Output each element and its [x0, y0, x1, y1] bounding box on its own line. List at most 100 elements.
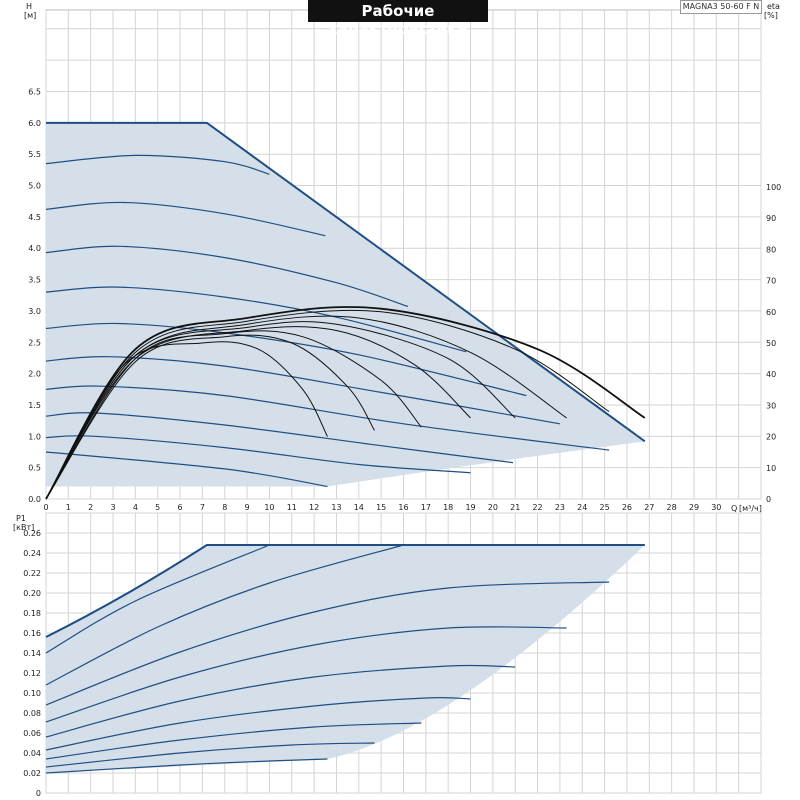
head-curve [45, 286, 467, 353]
x-tick-label: 4 [133, 503, 138, 512]
y-axis-label-h: H [26, 2, 33, 11]
x-tick-label: 22 [532, 503, 542, 512]
head-envelope-fill [46, 122, 645, 487]
y-tick-label: 0.14 [23, 649, 41, 658]
eta-curve [45, 326, 471, 500]
y-tick-label: 0.0 [28, 495, 41, 504]
y2-axis-unit-eta: [%] [764, 11, 778, 20]
power-curve [45, 742, 375, 768]
eta-curve [45, 321, 516, 500]
y-tick-label: 5.0 [28, 182, 41, 191]
power-curve [45, 626, 567, 723]
power-curves [45, 544, 610, 774]
x-axis-unit-q: [м³/ч] [739, 504, 762, 513]
y-tick-label: 0.24 [23, 549, 41, 558]
x-tick-label: 30 [711, 503, 721, 512]
y2-tick-label: 60 [766, 308, 776, 317]
x-tick-label: 20 [488, 503, 498, 512]
y-tick-label: 0.16 [23, 629, 41, 638]
chart-title: Рабочие характеристики [328, 2, 468, 38]
x-tick-label: 27 [644, 503, 654, 512]
x-tick-label: 19 [465, 503, 475, 512]
x-tick-label: 16 [398, 503, 408, 512]
y-tick-label: 1.0 [28, 432, 41, 441]
y-tick-label: 0.20 [23, 589, 41, 598]
y-tick-label: 5.5 [28, 150, 41, 159]
y2-tick-label: 0 [766, 495, 771, 504]
x-tick-label: 3 [110, 503, 115, 512]
x-tick-label: 8 [222, 503, 227, 512]
y-axis-unit-h: [м] [24, 11, 37, 20]
head-curves [45, 154, 646, 500]
y-axis-unit-p1: [кВт] [13, 523, 35, 532]
x-tick-label: 17 [421, 503, 431, 512]
power-curve [45, 697, 471, 751]
y-tick-label: 0.10 [23, 689, 41, 698]
x-tick-label: 6 [178, 503, 183, 512]
y-tick-label: 0.06 [23, 729, 41, 738]
y-tick-label: 6.5 [28, 88, 41, 97]
eta-curve [45, 330, 422, 500]
y-tick-label: 2.0 [28, 370, 41, 379]
x-tick-label: 21 [510, 503, 520, 512]
power-curve [45, 544, 270, 654]
x-tick-label: 9 [245, 503, 250, 512]
eta-curve [45, 341, 328, 500]
x-tick-label: 13 [331, 503, 341, 512]
x-tick-label: 11 [287, 503, 297, 512]
axis-ticks: 0 1 2 3 4 5 6 7 8 9 10 11 12 13 14 15 16 17 18 19 20 21 22 23 24… [23, 88, 781, 799]
y-tick-label: 0.08 [23, 709, 41, 718]
title-background [308, 0, 488, 22]
y-tick-label: 0.22 [23, 569, 41, 578]
y-tick-label: 0.12 [23, 669, 41, 678]
head-curve [45, 385, 610, 451]
y-tick-label: 6.0 [28, 119, 41, 128]
x-tick-label: 0 [43, 503, 48, 512]
head-curve [45, 245, 409, 308]
y2-tick-label: 30 [766, 401, 776, 410]
head-curve [45, 356, 561, 425]
x-tick-label: 26 [622, 503, 632, 512]
y2-tick-label: 40 [766, 370, 776, 379]
head-curve [45, 154, 270, 175]
y-tick-label: 0.18 [23, 609, 41, 618]
x-axis-label-q: Q [731, 504, 738, 513]
y2-tick-label: 70 [766, 277, 776, 286]
power-curve [45, 544, 404, 686]
y-tick-label: 0.26 [23, 529, 41, 538]
y2-tick-label: 100 [766, 183, 781, 192]
y2-tick-label: 50 [766, 339, 776, 348]
x-tick-label: 7 [200, 503, 205, 512]
y-tick-label: 4.0 [28, 244, 41, 253]
x-tick-label: 10 [264, 503, 274, 512]
head-curve [45, 435, 471, 474]
power-curve [45, 758, 328, 774]
y2-tick-label: 20 [766, 433, 776, 442]
y-tick-label: 0 [36, 789, 41, 798]
y2-tick-label: 10 [766, 464, 776, 473]
y-tick-label: 2.5 [28, 338, 41, 347]
x-tick-label: 28 [667, 503, 677, 512]
power-curve [45, 722, 422, 760]
y-tick-label: 0.02 [23, 769, 41, 778]
y-tick-label: 0.04 [23, 749, 41, 758]
x-tick-label: 2 [88, 503, 93, 512]
y-tick-label: 3.5 [28, 276, 41, 285]
x-tick-label: 15 [376, 503, 386, 512]
y-axis-label-p1: P1 [16, 514, 26, 523]
y-tick-label: 3.0 [28, 307, 41, 316]
y2-tick-label: 90 [766, 214, 776, 223]
eta-curve [45, 334, 375, 500]
eta-curve [45, 306, 646, 500]
x-tick-label: 24 [577, 503, 587, 512]
x-tick-label: 5 [155, 503, 160, 512]
y2-axis-label-eta: eta [767, 2, 780, 11]
head-curve [45, 451, 328, 488]
power-curve [45, 581, 610, 706]
y-tick-label: 1.5 [28, 401, 41, 410]
x-tick-label: 23 [555, 503, 565, 512]
y2-tick-label: 80 [766, 245, 776, 254]
x-tick-label: 14 [354, 503, 364, 512]
x-tick-label: 25 [600, 503, 610, 512]
